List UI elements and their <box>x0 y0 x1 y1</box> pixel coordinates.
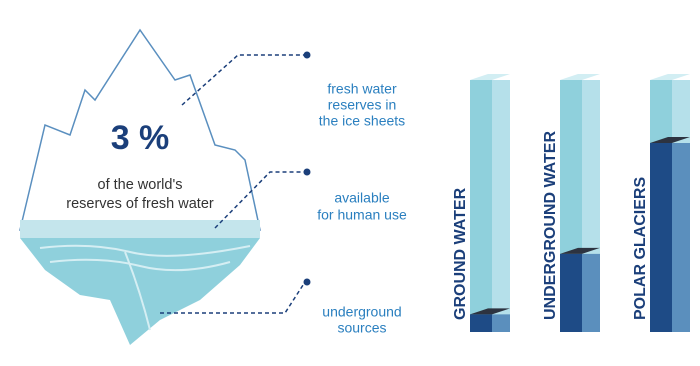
callout: the ice sheets <box>319 113 405 129</box>
callout: sources <box>337 320 386 336</box>
bar-label: GROUND WATER <box>452 187 469 320</box>
callout: underground <box>322 304 401 320</box>
bar-side <box>672 143 690 332</box>
bar-empty-front <box>470 80 492 332</box>
callout: reserves in <box>328 97 396 113</box>
dot <box>303 51 311 59</box>
bar-top <box>470 74 510 80</box>
headline: 3 % <box>111 119 170 157</box>
bar-side <box>492 314 510 332</box>
dot <box>303 168 311 176</box>
bar-cap <box>560 247 600 254</box>
bar-top <box>650 74 690 80</box>
water-band <box>20 220 260 238</box>
bar <box>650 143 672 332</box>
callout: fresh water <box>327 81 397 97</box>
caption: reserves of fresh water <box>66 196 214 212</box>
bar-side <box>582 253 600 332</box>
callout: for human use <box>317 207 407 223</box>
leader <box>160 281 306 314</box>
caption: of the world's <box>98 177 183 193</box>
bar-empty-side <box>492 80 510 332</box>
bar <box>560 253 582 332</box>
dot <box>303 278 311 286</box>
bar <box>470 314 492 332</box>
iceberg-top <box>19 28 261 231</box>
leader <box>214 171 305 229</box>
bar-label: POLAR GLACIERS <box>632 177 649 320</box>
bar-label: UNDERGROUND WATER <box>542 131 559 320</box>
waves <box>39 244 251 331</box>
leader <box>181 54 305 106</box>
bar-cap <box>470 308 510 315</box>
bar-cap <box>650 137 690 143</box>
bar-top <box>560 74 600 80</box>
callout: available <box>334 190 389 206</box>
